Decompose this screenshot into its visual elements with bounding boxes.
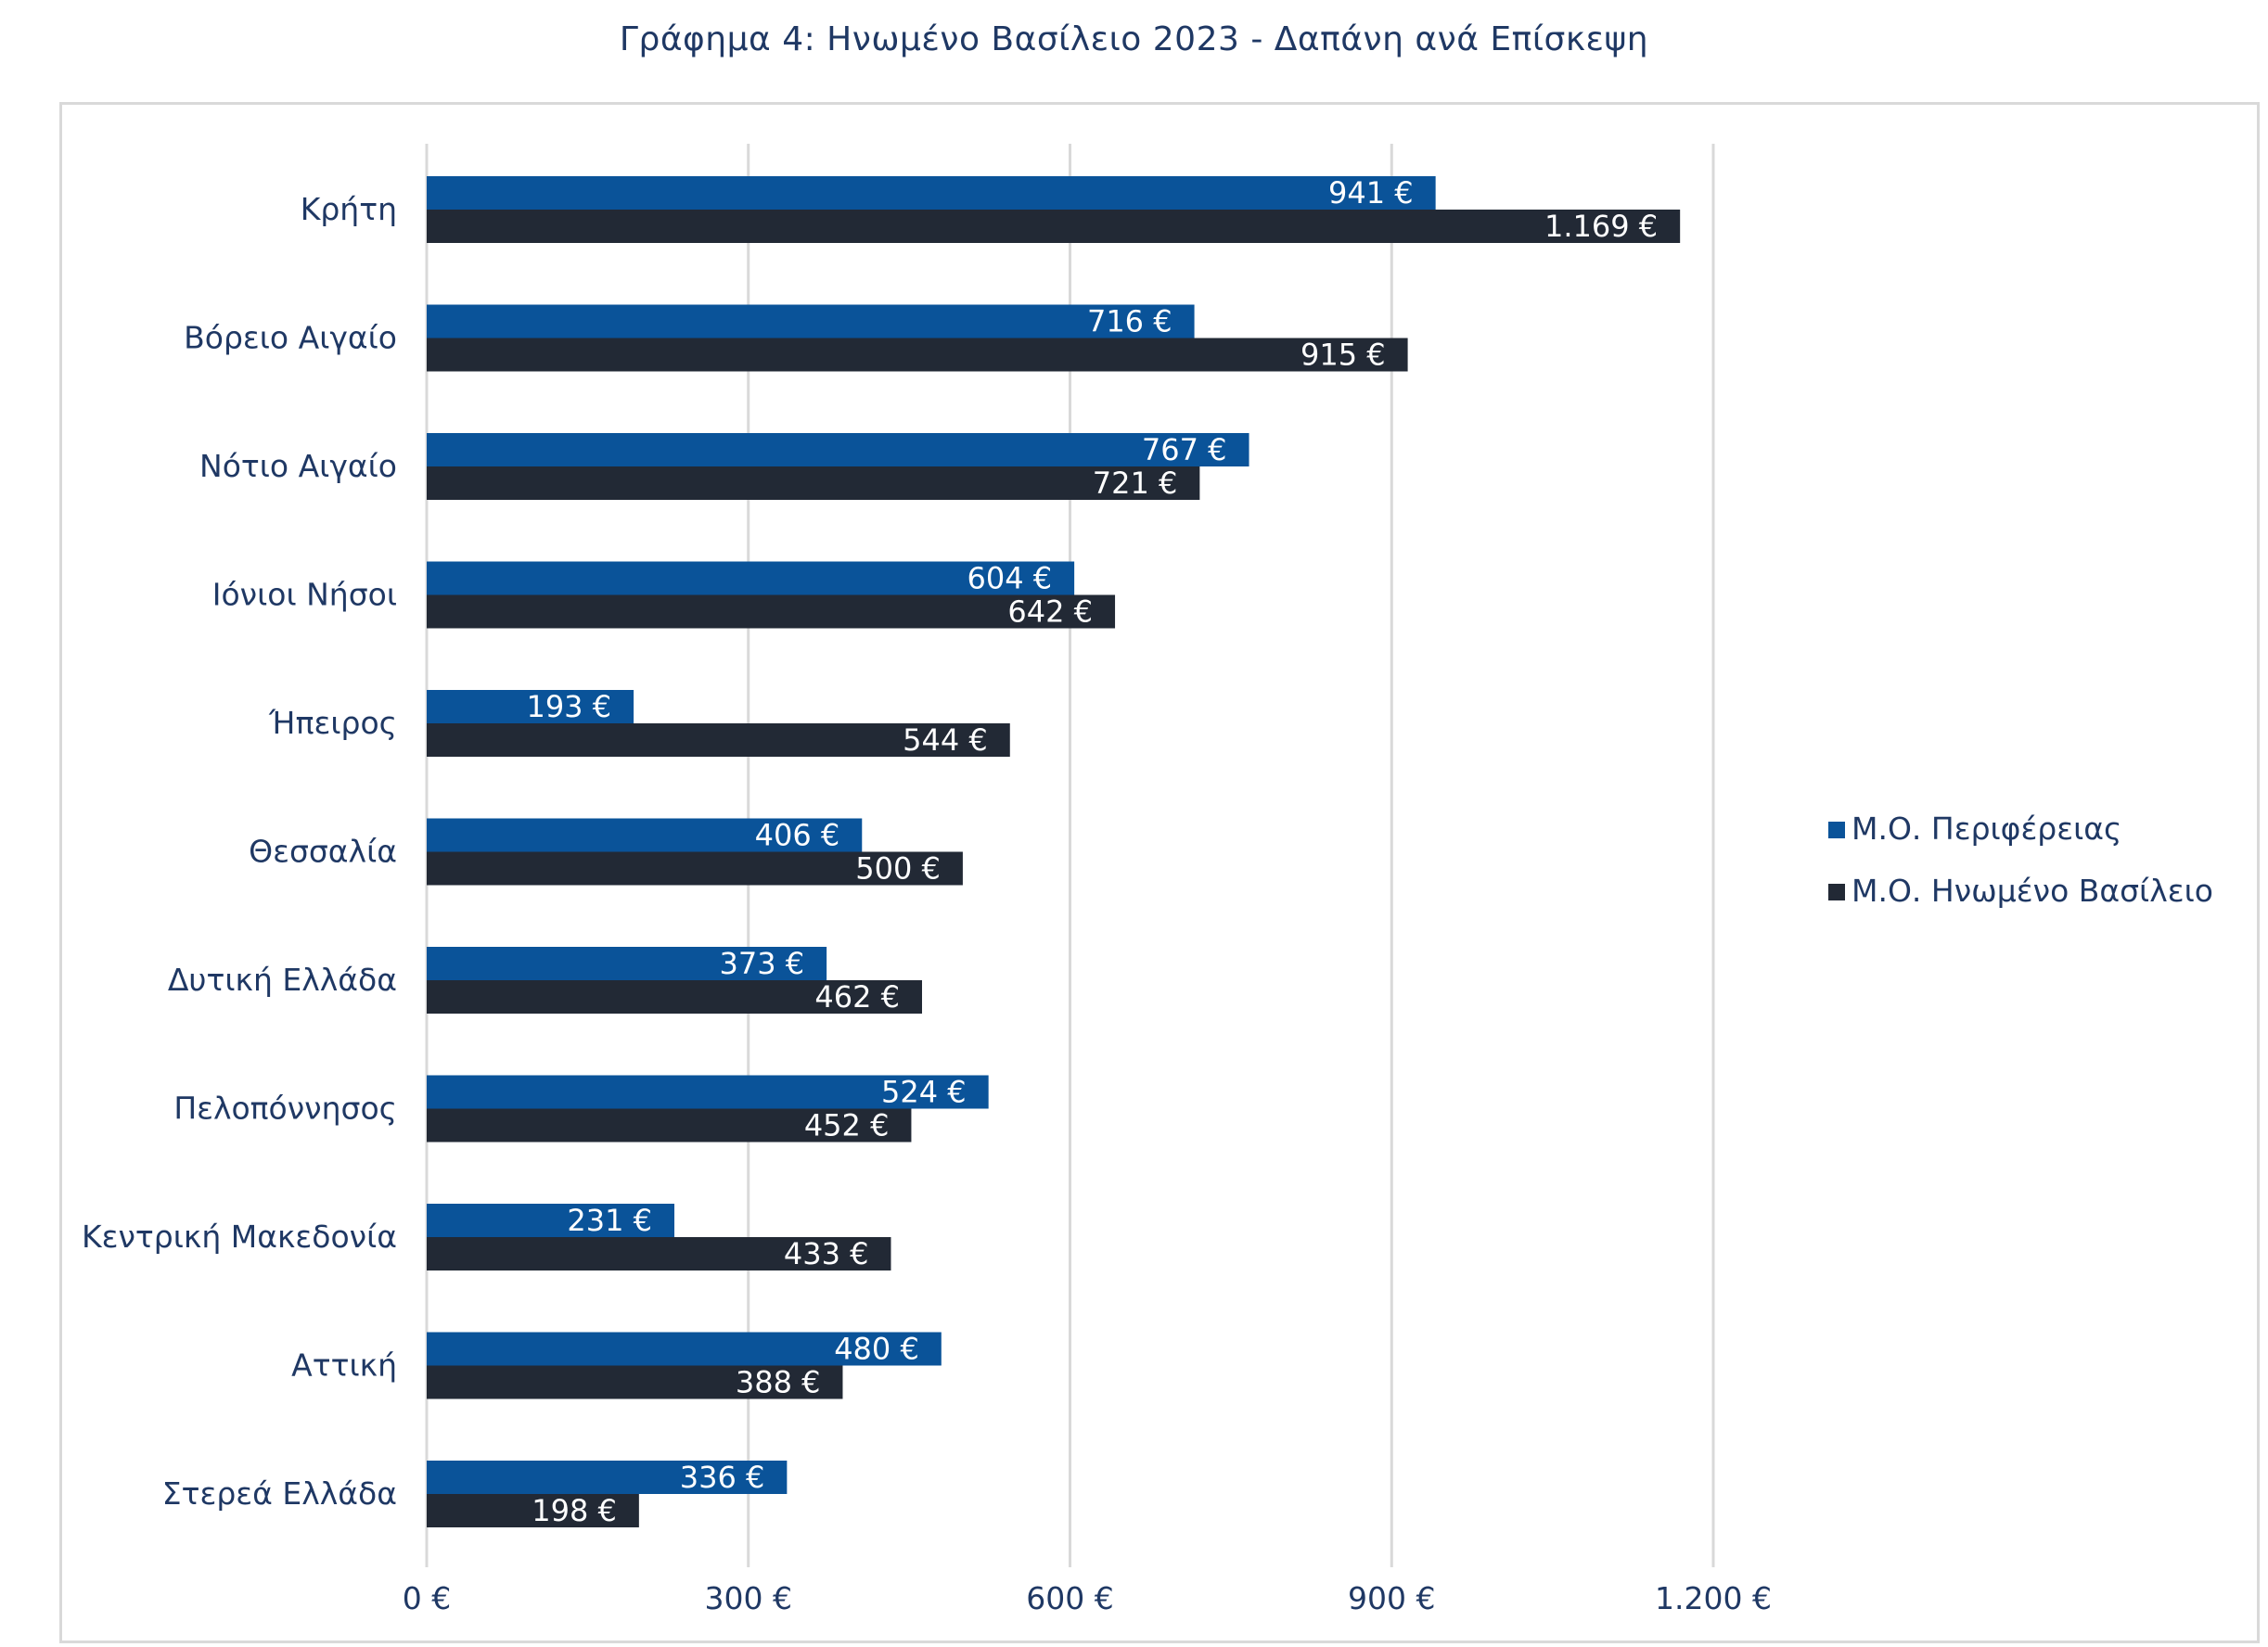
bar-region — [427, 1332, 942, 1366]
category-label: Πελοπόννησος — [173, 1091, 397, 1127]
category-label: Κρήτη — [301, 191, 397, 227]
bar-uk — [427, 466, 1200, 500]
data-label: 767 € — [1142, 432, 1227, 467]
data-label: 500 € — [855, 851, 941, 887]
data-label: 941 € — [1328, 175, 1414, 211]
bar-uk — [427, 723, 1010, 757]
bar-region — [427, 1461, 788, 1494]
x-tick-label: 0 € — [403, 1580, 451, 1616]
data-label: 198 € — [532, 1493, 617, 1528]
bar-uk — [427, 1365, 843, 1399]
bar-region — [427, 947, 827, 980]
bar-region — [427, 176, 1436, 210]
category-label: Αττική — [291, 1347, 397, 1384]
category-label: Ιόνιοι Νήσοι — [212, 577, 397, 613]
data-label: 524 € — [881, 1075, 967, 1110]
data-label: 406 € — [755, 818, 840, 853]
bar-uk — [427, 980, 922, 1014]
legend-swatch — [1828, 822, 1845, 838]
category-label: Δυτική Ελλάδα — [168, 962, 397, 998]
chart-frame — [59, 102, 2260, 1643]
bar-region — [427, 1075, 989, 1109]
x-tick-label: 900 € — [1348, 1580, 1435, 1616]
bar-region — [427, 561, 1075, 595]
legend-label: Μ.Ο. Ηνωμένο Βασίλειο — [1852, 873, 2213, 909]
data-label: 193 € — [526, 689, 611, 724]
bar-uk — [427, 1108, 912, 1143]
x-tick-label: 1.200 € — [1655, 1580, 1772, 1616]
category-label: Θεσσαλία — [249, 834, 397, 870]
x-tick-label: 600 € — [1026, 1580, 1113, 1616]
category-label: Στερεά Ελλάδα — [162, 1475, 397, 1512]
data-label: 452 € — [804, 1108, 890, 1143]
chart-title: Γράφημα 4: Ηνωμένο Βασίλειο 2023 - Δαπάν… — [619, 20, 1649, 58]
data-label: 336 € — [680, 1460, 765, 1495]
bar-region — [427, 690, 634, 723]
bar-region — [427, 1204, 674, 1237]
bar-uk — [427, 210, 1681, 243]
data-label: 433 € — [784, 1236, 869, 1271]
bar-region — [427, 433, 1249, 466]
data-label: 388 € — [736, 1365, 821, 1400]
bar-region — [427, 818, 863, 852]
legend-swatch — [1828, 884, 1845, 900]
data-label: 373 € — [720, 946, 805, 981]
category-label: Ήπειρος — [268, 705, 397, 741]
bar-uk — [427, 594, 1116, 629]
category-label: Νότιο Αιγαίο — [199, 448, 397, 484]
data-label: 1.169 € — [1544, 209, 1658, 244]
data-label: 642 € — [1007, 594, 1093, 630]
data-label: 462 € — [814, 979, 900, 1015]
category-label: Βόρειο Αιγαίο — [184, 320, 397, 356]
bar-uk — [427, 1494, 639, 1527]
data-label: 480 € — [834, 1332, 919, 1367]
x-tick-label: 300 € — [705, 1580, 792, 1616]
bar-uk — [427, 338, 1408, 372]
legend-label: Μ.Ο. Περιφέρειας — [1852, 811, 2121, 847]
bar-uk — [427, 1237, 891, 1270]
data-label: 915 € — [1301, 338, 1386, 373]
bar-uk — [427, 851, 963, 886]
data-label: 231 € — [567, 1203, 652, 1238]
data-label: 721 € — [1093, 466, 1178, 501]
data-label: 716 € — [1087, 304, 1172, 339]
data-label: 604 € — [967, 561, 1053, 596]
category-label: Κεντρική Μακεδονία — [82, 1219, 397, 1255]
data-label: 544 € — [903, 722, 988, 758]
bar-region — [427, 304, 1195, 338]
